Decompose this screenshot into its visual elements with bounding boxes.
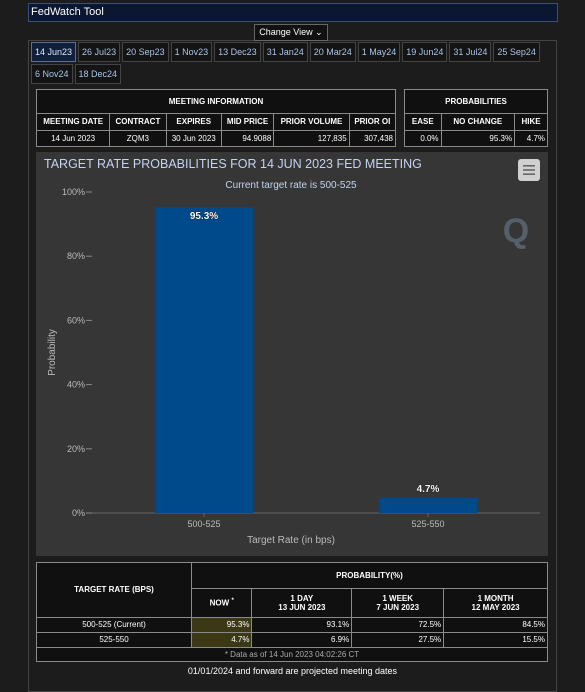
table-title: MEETING INFORMATION — [36, 89, 396, 114]
meeting-tab[interactable]: 19 Jun24 — [402, 42, 448, 62]
y-tick-label: 20% — [67, 444, 85, 454]
y-tick-label: 80% — [67, 251, 85, 261]
header-row: EASE NO CHANGE HIKE — [404, 113, 548, 131]
cell: 307,438 — [348, 129, 397, 147]
column-date: 7 JUN 2023 — [376, 602, 420, 612]
meeting-tab[interactable]: 6 Nov24 — [31, 64, 73, 84]
cell: 500-525 (Current) — [36, 616, 192, 633]
meeting-tab[interactable]: 26 Jul23 — [78, 42, 121, 62]
meeting-tab[interactable]: 1 May24 — [357, 42, 401, 62]
column-header: CONTRACT — [109, 113, 167, 131]
x-axis-title: Target Rate (in bps) — [247, 535, 335, 546]
column-header: EASE — [404, 113, 442, 131]
y-tick-label: 60% — [67, 315, 85, 325]
y-tick-label: 0% — [72, 508, 85, 518]
column-label: NOW — [209, 598, 230, 608]
data-row: 525-550 4.7% 6.9% 27.5% 15.5% — [36, 631, 548, 648]
chart: Q TARGET RATE PROBABILITIES FOR 14 JUN 2… — [36, 152, 548, 556]
title-row: MEETING INFORMATION — [36, 89, 396, 114]
data-row: 0.0% 95.3% 4.7% — [404, 129, 548, 147]
x-tick-label: 525-550 — [411, 519, 444, 529]
cell: 72.5% — [351, 616, 445, 633]
meeting-tab[interactable]: 25 Sep24 — [493, 42, 540, 62]
meeting-tab[interactable]: 31 Jul24 — [449, 42, 492, 62]
meeting-tab[interactable]: 20 Sep23 — [122, 42, 169, 62]
probability-table: TARGET RATE (BPS) PROBABILITY(%) NOW * 1 DA… — [36, 561, 548, 663]
cell: 14 Jun 2023 — [35, 129, 111, 147]
probabilities-table: PROBABILITIES EASE NO CHANGE HIKE 0.0% 95.3% 4… — [404, 89, 548, 147]
change-view-label: Change View — [259, 27, 313, 37]
footer-note: 01/01/2024 and forward are projected mee… — [187, 666, 398, 676]
chart-title: TARGET RATE PROBABILITIES FOR 14 JUN 202… — [44, 157, 422, 171]
header-row: MEETING DATE CONTRACT EXPIRES MID PRICE PRIO… — [35, 113, 397, 131]
meeting-tabs: 14 Jun23 26 Jul23 20 Sep23 1 Nov23 13 Dec23 3… — [31, 42, 551, 86]
cell: 525-550 — [36, 631, 192, 648]
change-view-button[interactable]: Change View ⌄ — [254, 24, 328, 41]
chart-background — [36, 152, 548, 556]
column-header: MEETING DATE — [35, 113, 111, 131]
meeting-tab[interactable]: 1 Nov23 — [170, 42, 213, 62]
column-header: NOW * — [190, 588, 253, 618]
cell: 127,835 — [273, 129, 350, 147]
column-date: 12 MAY 2023 — [471, 602, 520, 612]
bar — [378, 497, 478, 513]
x-tick-label: 500-525 — [187, 519, 220, 529]
column-date: 13 JUN 2023 — [278, 602, 326, 612]
header-row: NOW * 1 DAY 13 JUN 2023 1 WEEK 7 JUN 2023 1 M… — [37, 588, 548, 618]
column-header: MID PRICE — [220, 113, 275, 131]
cell: 27.5% — [351, 631, 445, 648]
bar — [154, 207, 254, 513]
column-header: PRIOR VOLUME — [273, 113, 350, 131]
cell: ZQM3 — [109, 129, 167, 147]
cell: 0.0% — [404, 129, 442, 147]
data-row: 14 Jun 2023 ZQM3 30 Jun 2023 94.9088 127,835… — [35, 129, 397, 147]
cell: 94.9088 — [220, 129, 275, 147]
footnote-row: * Data as of 14 Jun 2023 04:02:26 CT — [36, 646, 548, 663]
column-header: 1 WEEK 7 JUN 2023 — [351, 588, 445, 618]
column-header: EXPIRES — [165, 113, 222, 131]
column-header: HIKE — [514, 113, 548, 131]
value-label: 95.3% — [190, 211, 218, 222]
column-label: 1 MONTH — [477, 593, 514, 603]
chart-subtitle: Current target rate is 500-525 — [225, 180, 357, 191]
column-note: * — [231, 598, 234, 605]
column-label: 1 DAY — [290, 593, 314, 603]
meeting-tab[interactable]: 18 Dec24 — [74, 64, 122, 84]
prob-header: PROBABILITY(%) — [191, 561, 548, 590]
footnote: * Data as of 14 Jun 2023 04:02:26 CT — [36, 646, 548, 663]
title-row: PROBABILITIES — [404, 89, 548, 114]
table-title: PROBABILITIES — [404, 89, 548, 114]
app-title: FedWatch Tool — [28, 3, 558, 22]
meeting-tab[interactable]: 14 Jun23 — [31, 42, 77, 62]
cell: 15.5% — [443, 631, 548, 648]
cell: 95.3% — [190, 616, 253, 633]
y-axis-title: Probability — [47, 329, 58, 376]
y-tick-label: 100% — [62, 187, 85, 197]
cell: 4.7% — [190, 631, 253, 648]
header-row: TARGET RATE (BPS) PROBABILITY(%) — [36, 561, 548, 618]
y-tick-label: 40% — [67, 380, 85, 390]
meeting-tab[interactable]: 31 Jan24 — [262, 42, 308, 62]
column-header: PRIOR OI — [348, 113, 397, 131]
menu-button[interactable] — [518, 159, 540, 181]
cell: 95.3% — [440, 129, 516, 147]
value-label: 4.7% — [417, 484, 440, 495]
meeting-tab[interactable]: 20 Mar24 — [309, 42, 356, 62]
cell: 4.7% — [514, 129, 548, 147]
meeting-tab[interactable]: 13 Dec23 — [214, 42, 261, 62]
meeting-info-table: MEETING INFORMATION MEETING DATE CONTRACT E… — [35, 89, 397, 147]
cell: 84.5% — [443, 616, 548, 633]
column-header: 1 DAY 13 JUN 2023 — [251, 588, 353, 618]
column-label: 1 WEEK — [382, 593, 414, 603]
cell: 30 Jun 2023 — [165, 129, 222, 147]
watermark-logo: Q — [503, 212, 529, 250]
cell: 93.1% — [251, 616, 353, 633]
column-header: NO CHANGE — [440, 113, 516, 131]
column-header: 1 MONTH 12 MAY 2023 — [443, 588, 548, 618]
rate-header: TARGET RATE (BPS) — [36, 562, 192, 618]
data-row: 500-525 (Current) 95.3% 93.1% 72.5% 84.5% — [36, 616, 548, 633]
cell: 6.9% — [251, 631, 353, 648]
